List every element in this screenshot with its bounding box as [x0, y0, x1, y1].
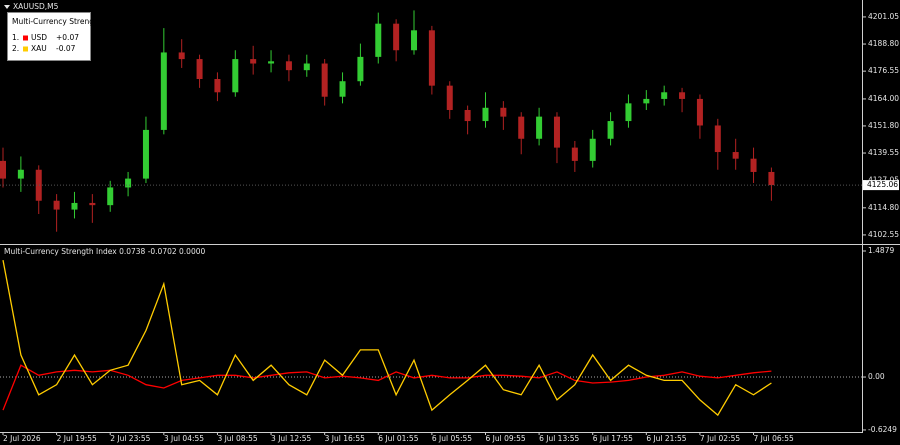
y-tick-label: 1.4879 — [868, 246, 894, 255]
candle-body — [750, 158, 757, 172]
legend-name: USD — [31, 33, 47, 42]
y-tick-label: 4114.80 — [868, 203, 899, 212]
indicator-title: Multi-Currency Strength Index 0.0738 -0.… — [4, 247, 206, 256]
x-tick-label: 2 Jul 19:55 — [57, 434, 97, 443]
y-tick-label: 4164.00 — [868, 94, 899, 103]
candle-body — [0, 160, 6, 179]
candle-body — [285, 61, 292, 71]
x-tick-label: 6 Jul 17:55 — [593, 434, 633, 443]
x-tick-label: 6 Jul 09:55 — [485, 434, 525, 443]
candle-body — [607, 121, 614, 139]
legend-value: +0.07 — [56, 33, 79, 42]
legend-swatch — [23, 46, 28, 52]
candle-body — [178, 52, 185, 60]
candle-body — [107, 187, 114, 206]
last-price-label: 4125.06 — [867, 180, 898, 189]
y-tick-label: 4188.80 — [868, 39, 899, 48]
x-tick-label: 3 Jul 16:55 — [325, 434, 365, 443]
candle-body — [250, 59, 257, 64]
candle-body — [53, 200, 60, 210]
candle-body — [393, 23, 400, 51]
candle-body — [714, 125, 721, 153]
candle-body — [553, 116, 560, 148]
candle-body — [232, 59, 239, 93]
series-line — [2, 259, 772, 417]
y-tick-label: 4201.05 — [868, 12, 899, 21]
x-tick-label: 6 Jul 13:55 — [539, 434, 579, 443]
menu-triangle[interactable] — [4, 5, 10, 9]
x-tick-label: 2 Jul 2026 — [3, 434, 41, 443]
x-tick-label: 3 Jul 08:55 — [217, 434, 257, 443]
series-line — [2, 364, 772, 411]
legend-background — [7, 12, 91, 61]
candle-body — [500, 107, 507, 117]
candle-body — [321, 63, 328, 97]
candle-body — [768, 171, 775, 186]
legend-rank: 1. — [12, 33, 19, 42]
candle-body — [214, 79, 221, 93]
candle-body — [125, 178, 132, 188]
candle-body — [625, 103, 632, 122]
candle-body — [518, 116, 525, 139]
legend-value: -0.07 — [56, 44, 76, 53]
x-tick-label: 3 Jul 12:55 — [271, 434, 311, 443]
candle-body — [643, 98, 650, 104]
candle-body — [196, 59, 203, 80]
candle-body — [71, 202, 78, 210]
candle-body — [696, 98, 703, 126]
candle-body — [142, 129, 149, 179]
candle-body — [679, 92, 686, 99]
candle-body — [482, 107, 489, 122]
y-tick-label: 4102.55 — [868, 230, 899, 239]
symbol-title: XAUUSD,M5 — [13, 2, 59, 11]
y-tick-label: 4139.55 — [868, 148, 899, 157]
candle-body — [589, 138, 596, 161]
legend-rank: 2. — [12, 44, 19, 53]
candle-body — [428, 30, 435, 86]
candle-body — [571, 147, 578, 161]
x-tick-label: 6 Jul 01:55 — [378, 434, 418, 443]
legend-swatch — [23, 35, 28, 41]
last-price-box — [863, 180, 899, 191]
legend-name: XAU — [31, 44, 47, 53]
candle-body — [375, 23, 382, 57]
x-tick-label: 2 Jul 23:55 — [110, 434, 150, 443]
candle-body — [732, 152, 739, 159]
x-tick-label: 3 Jul 04:55 — [164, 434, 204, 443]
candle-body — [89, 202, 96, 206]
candle-body — [464, 109, 471, 122]
legend-title: Multi-Currency Strength — [12, 17, 102, 26]
candle-body — [661, 92, 668, 99]
x-tick-label: 6 Jul 21:55 — [646, 434, 686, 443]
candle-body — [268, 61, 275, 64]
y-tick-label: -0.6249 — [868, 425, 897, 434]
y-tick-label: 0.00 — [868, 372, 885, 381]
y-tick-label: 4151.80 — [868, 121, 899, 130]
candle-body — [446, 85, 453, 110]
candle-body — [303, 63, 310, 71]
candle-body — [17, 169, 24, 179]
candle-body — [339, 81, 346, 97]
candle-body — [35, 169, 42, 201]
x-tick-label: 6 Jul 05:55 — [432, 434, 472, 443]
legend-box: Multi-Currency Strength 1. USD +0.07 2. XAU -… — [7, 12, 102, 61]
candle-body — [160, 52, 167, 130]
y-tick-label: 4176.55 — [868, 66, 899, 75]
candle-body — [411, 30, 418, 51]
candle-body — [357, 56, 364, 82]
x-tick-label: 7 Jul 02:55 — [700, 434, 740, 443]
candle-body — [536, 116, 543, 139]
x-tick-label: 7 Jul 06:55 — [754, 434, 794, 443]
